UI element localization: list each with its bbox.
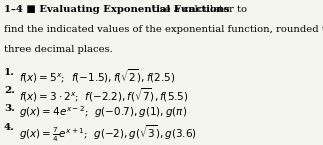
- Text: $f(x) = 3 \cdot 2^x$;  $f(-2.2), f(\sqrt{7}), f(5.5)$: $f(x) = 3 \cdot 2^x$; $f(-2.2), f(\sqrt{…: [19, 86, 189, 104]
- Text: three decimal places.: three decimal places.: [4, 45, 112, 54]
- Text: 3.: 3.: [4, 104, 15, 113]
- Text: find the indicated values of the exponential function, rounded to: find the indicated values of the exponen…: [4, 25, 323, 34]
- Text: Use a calculator to: Use a calculator to: [142, 5, 247, 14]
- Text: $g(x) = 4e^{x-2}$;  $g(-0.7), g(1), g(\pi)$: $g(x) = 4e^{x-2}$; $g(-0.7), g(1), g(\pi…: [19, 104, 188, 120]
- Text: 1–4 ■ Evaluating Exponential Functions: 1–4 ■ Evaluating Exponential Functions: [4, 5, 229, 14]
- Text: 1.: 1.: [4, 68, 15, 77]
- Text: 2.: 2.: [4, 86, 15, 95]
- Text: $f(x) = 5^x$;  $f(-1.5), f(\sqrt{2}), f(2.5)$: $f(x) = 5^x$; $f(-1.5), f(\sqrt{2}), f(2…: [19, 68, 176, 85]
- Text: $g(x) = \frac{7}{4}e^{x+1}$;  $g(-2), g(\sqrt{3}), g(3.6)$: $g(x) = \frac{7}{4}e^{x+1}$; $g(-2), g(\…: [19, 123, 197, 144]
- Text: 4.: 4.: [4, 123, 15, 132]
